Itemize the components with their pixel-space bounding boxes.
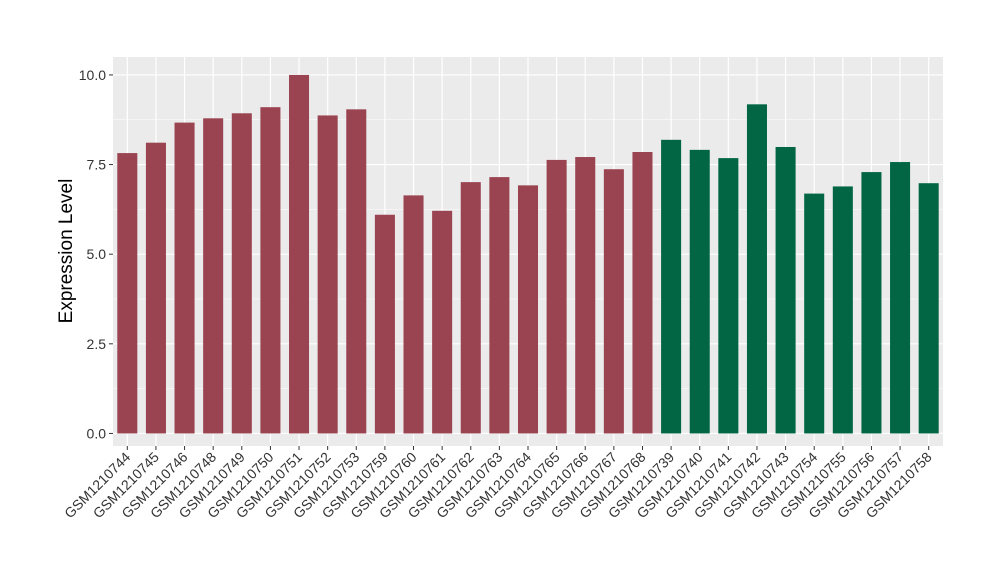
bar-GSM1210756 bbox=[861, 172, 882, 434]
bar-GSM1210759 bbox=[374, 214, 395, 434]
bars bbox=[117, 74, 939, 434]
y-tick-label: 5.0 bbox=[87, 246, 107, 262]
bar-GSM1210763 bbox=[489, 177, 510, 434]
bar-GSM1210768 bbox=[632, 152, 653, 434]
bar-GSM1210745 bbox=[145, 142, 166, 434]
bar-GSM1210760 bbox=[403, 195, 424, 434]
x-axis: GSM1210744GSM1210745GSM1210746GSM1210748… bbox=[61, 446, 935, 521]
bar-GSM1210748 bbox=[203, 118, 224, 434]
bar-GSM1210767 bbox=[603, 169, 624, 434]
y-axis-label: Expression Level bbox=[56, 179, 77, 324]
y-tick-label: 7.5 bbox=[87, 157, 107, 173]
bar-GSM1210746 bbox=[174, 122, 195, 434]
bar-GSM1210755 bbox=[832, 186, 853, 434]
bar-GSM1210757 bbox=[890, 162, 911, 434]
bar-GSM1210744 bbox=[117, 153, 138, 434]
bar-GSM1210752 bbox=[317, 115, 338, 434]
bar-GSM1210758 bbox=[918, 183, 939, 434]
bar-GSM1210743 bbox=[775, 146, 796, 434]
bar-GSM1210761 bbox=[432, 210, 453, 434]
bar-GSM1210764 bbox=[517, 185, 539, 434]
bar-GSM1210750 bbox=[260, 107, 281, 434]
bar-GSM1210749 bbox=[231, 113, 252, 434]
bar-GSM1210753 bbox=[346, 109, 367, 434]
y-axis: 0.0 2.5 5.0 7.5 10.0 bbox=[79, 67, 113, 441]
bar-GSM1210739 bbox=[661, 139, 682, 434]
y-tick-label: 10.0 bbox=[79, 67, 106, 83]
bar-GSM1210762 bbox=[460, 182, 481, 434]
bar-GSM1210742 bbox=[746, 104, 767, 434]
bar-GSM1210765 bbox=[546, 159, 567, 434]
bar-GSM1210766 bbox=[575, 157, 596, 434]
bar-GSM1210751 bbox=[289, 74, 310, 434]
bar-GSM1210754 bbox=[804, 193, 825, 434]
y-tick-label: 0.0 bbox=[87, 425, 107, 441]
y-tick-label: 2.5 bbox=[87, 336, 107, 352]
bar-GSM1210741 bbox=[718, 158, 739, 434]
bar-GSM1210740 bbox=[689, 149, 710, 434]
